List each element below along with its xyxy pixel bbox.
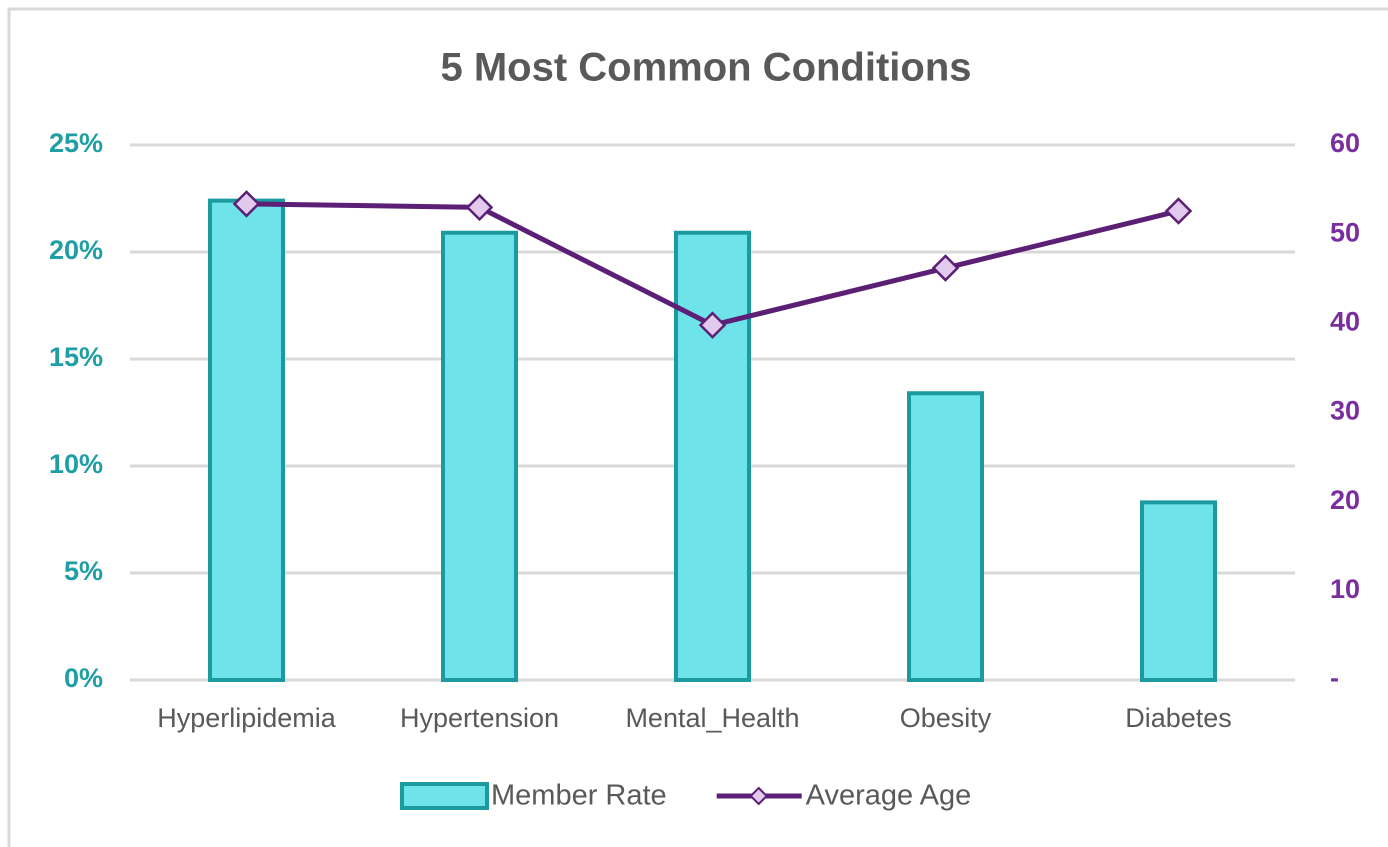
line-marker bbox=[1164, 197, 1193, 225]
y2-tick-label: 60 bbox=[1330, 128, 1360, 158]
y2-tick-label: - bbox=[1330, 663, 1339, 693]
line-marker bbox=[931, 254, 960, 282]
y2-tick-label: 10 bbox=[1330, 574, 1360, 604]
y-tick-label: 10% bbox=[49, 449, 103, 479]
y2-tick-label: 30 bbox=[1330, 396, 1360, 426]
legend-label: Average Age bbox=[806, 780, 972, 812]
line-marker bbox=[465, 193, 494, 222]
line-marker bbox=[698, 311, 727, 339]
x-tick-label: Mental_Health bbox=[625, 703, 799, 733]
x-tick-label: Hypertension bbox=[400, 703, 559, 733]
bar bbox=[674, 230, 751, 683]
legend-swatch bbox=[400, 782, 489, 810]
y2-tick-label: 50 bbox=[1330, 217, 1360, 247]
x-tick-label: Hyperlipidemia bbox=[157, 703, 337, 733]
legend-label: Member Rate bbox=[491, 780, 667, 812]
legend-marker bbox=[749, 786, 769, 806]
y-tick-label: 15% bbox=[49, 342, 103, 372]
y2-tick-label: 20 bbox=[1330, 485, 1360, 515]
y2-tick-label: 40 bbox=[1330, 306, 1360, 336]
line-marker bbox=[232, 190, 261, 218]
x-tick-label: Diabetes bbox=[1125, 703, 1232, 733]
chart-title: 5 Most Common Conditions bbox=[440, 46, 971, 90]
bar bbox=[208, 198, 285, 682]
y-tick-label: 25% bbox=[49, 128, 103, 158]
bar bbox=[441, 230, 518, 683]
y-tick-label: 5% bbox=[64, 556, 103, 586]
x-tick-label: Obesity bbox=[900, 703, 992, 733]
bar bbox=[1140, 500, 1217, 682]
y-tick-label: 20% bbox=[49, 235, 103, 265]
bar bbox=[907, 391, 984, 682]
y-tick-label: 0% bbox=[64, 663, 103, 693]
